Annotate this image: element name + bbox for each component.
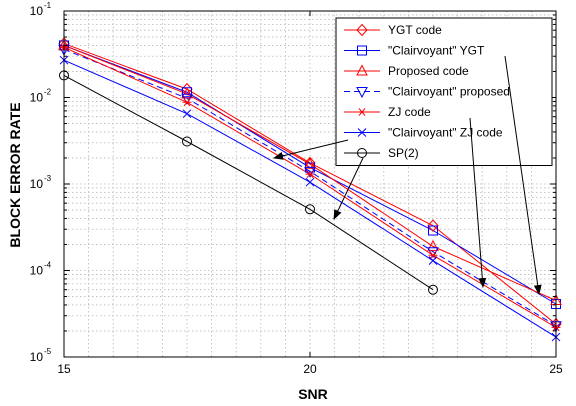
annotation-arrow bbox=[469, 117, 487, 288]
legend-label: "Clairvoyant" proposed bbox=[388, 85, 510, 99]
series-line bbox=[63, 44, 557, 301]
marker-x bbox=[428, 256, 438, 265]
marker-asterisk bbox=[357, 108, 367, 116]
annotation-arrow bbox=[273, 139, 349, 160]
marker-x bbox=[357, 128, 367, 137]
marker-square bbox=[357, 45, 367, 56]
marker-triangle-up bbox=[181, 87, 193, 99]
legend-label: Proposed code bbox=[388, 64, 469, 78]
marker-asterisk bbox=[305, 170, 315, 178]
x-tick-label: 15 bbox=[57, 362, 71, 376]
y-tick-label: 10 bbox=[30, 177, 44, 191]
x-axis-title: SNR bbox=[298, 386, 328, 402]
marker-circle bbox=[428, 284, 438, 295]
grid bbox=[64, 11, 556, 357]
marker-square bbox=[428, 225, 438, 236]
marker-circle bbox=[182, 136, 192, 147]
annotation-arrows bbox=[273, 55, 542, 295]
marker-circle bbox=[305, 204, 315, 215]
annotation-arrow bbox=[504, 55, 542, 295]
marker-diamond bbox=[427, 219, 439, 232]
legend-label: SP(2) bbox=[388, 146, 419, 160]
y-tick-label: 10 bbox=[30, 264, 44, 278]
marker-triangle-down bbox=[304, 166, 316, 178]
y-tick-exponent: -4 bbox=[44, 261, 52, 270]
y-tick-exponent: -3 bbox=[44, 174, 52, 183]
legend-box bbox=[335, 17, 553, 166]
series-line bbox=[63, 48, 557, 327]
y-tick-exponent: -1 bbox=[44, 1, 52, 10]
y-axis-title: BLOCK ERROR RATE bbox=[7, 102, 23, 247]
marker-asterisk bbox=[182, 98, 192, 107]
x-tick-label: 20 bbox=[303, 362, 317, 376]
y-tick-label: 10 bbox=[30, 4, 44, 18]
marker-triangle-up bbox=[304, 157, 316, 169]
marker-diamond bbox=[356, 23, 368, 37]
y-tick-label: 10 bbox=[30, 350, 44, 364]
marker-asterisk bbox=[428, 251, 438, 260]
legend-label: ZJ code bbox=[388, 105, 431, 119]
legend-label: YGT code bbox=[388, 23, 442, 37]
y-tick-label: 10 bbox=[30, 91, 44, 105]
y-tick-exponent: -5 bbox=[44, 347, 52, 356]
marker-triangle-down bbox=[356, 87, 368, 99]
legend-label: "Clairvoyant" ZJ code bbox=[388, 126, 503, 140]
annotation-arrow bbox=[333, 157, 364, 220]
marker-triangle-up bbox=[427, 239, 439, 251]
marker-triangle-up bbox=[356, 64, 368, 76]
legend: YGT code "Clairvoyant" YGT Proposed code "C… bbox=[335, 17, 553, 166]
marker-x bbox=[182, 109, 192, 119]
series-line bbox=[63, 74, 434, 291]
y-tick-exponent: -2 bbox=[44, 88, 52, 97]
legend-label: "Clairvoyant" YGT bbox=[388, 44, 485, 58]
marker-circle bbox=[357, 148, 367, 158]
marker-x bbox=[305, 177, 315, 187]
x-tick-label: 25 bbox=[549, 362, 563, 376]
